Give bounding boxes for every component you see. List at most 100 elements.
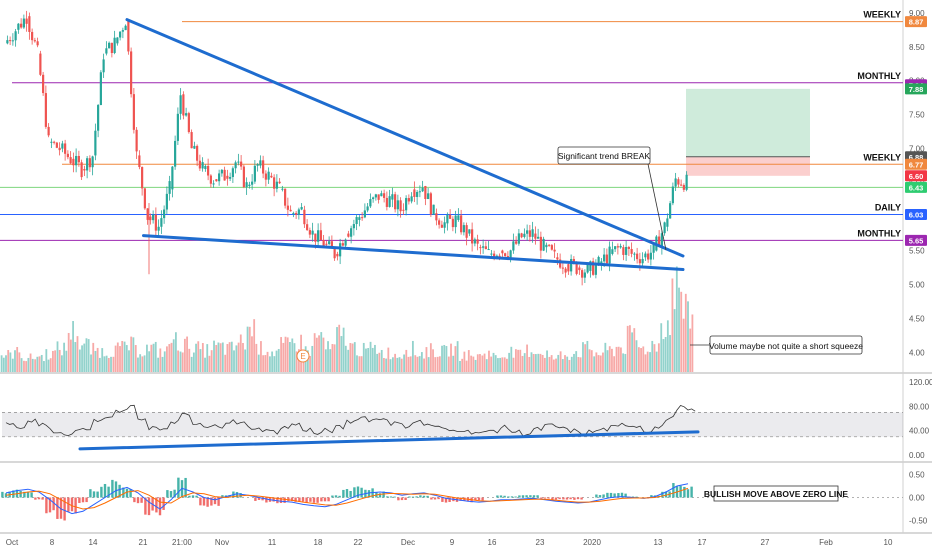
volume-bar — [593, 356, 596, 372]
volume-bar — [215, 345, 218, 372]
time-tick-label: 8 — [50, 538, 55, 547]
candle-body — [108, 42, 111, 49]
candle-body — [465, 225, 468, 238]
volume-bar — [96, 347, 99, 372]
candle-body — [641, 258, 644, 264]
volume-bar — [434, 357, 437, 372]
volume-bar — [416, 356, 419, 372]
volume-bar — [447, 356, 450, 372]
earnings-marker-label: E — [300, 352, 305, 361]
candle-body — [130, 51, 133, 95]
candle-body — [539, 236, 542, 251]
volume-bar — [575, 351, 578, 372]
candle-body — [64, 143, 67, 154]
macd-histogram-bar — [606, 492, 609, 498]
volume-bar — [132, 337, 135, 372]
volume-bar — [29, 353, 32, 372]
volume-bar — [40, 354, 43, 372]
volume-bar — [284, 336, 287, 372]
macd-histogram-bar — [188, 495, 191, 498]
volume-bar — [378, 352, 381, 372]
level-label: MONTHLY — [857, 71, 901, 81]
macd-histogram-bar — [342, 489, 345, 498]
candle-body — [300, 207, 303, 210]
candle-body — [424, 186, 427, 200]
volume-bar — [517, 349, 519, 372]
volume-bar — [573, 353, 575, 372]
macd-histogram-bar — [301, 497, 305, 502]
candle-body — [581, 270, 584, 278]
volume-bar — [689, 328, 692, 372]
candle-body — [141, 167, 144, 189]
volume-bars: E — [0, 266, 694, 372]
volume-bar — [418, 356, 421, 372]
candle-body — [658, 236, 661, 247]
candle-body — [143, 188, 146, 209]
volume-bar — [599, 355, 602, 372]
candle-body — [116, 37, 119, 44]
level-lines: WEEKLY MONTHLY WEEKLY DAILY MONTHLY — [0, 10, 903, 241]
candle-body — [127, 19, 130, 52]
volume-bar — [488, 350, 490, 372]
macd-histogram-bar — [195, 495, 198, 498]
price-label-badge — [905, 170, 927, 182]
macd-histogram-bar — [617, 493, 620, 498]
candle-body — [201, 162, 204, 169]
volume-bar — [465, 360, 468, 372]
macd-histogram-bar — [679, 485, 682, 498]
candle-body — [311, 230, 314, 235]
rsi-band — [2, 412, 903, 437]
volume-bar — [481, 355, 484, 372]
macd-histogram-bar — [184, 477, 187, 498]
candle-body — [289, 209, 292, 212]
volume-bar — [128, 350, 130, 372]
volume-bar — [501, 357, 504, 372]
macd-histogram-bar — [609, 492, 613, 498]
volume-bar — [666, 320, 669, 372]
candle-body — [405, 198, 408, 211]
macd-histogram-bar — [327, 497, 330, 502]
volume-bar — [175, 332, 177, 372]
volume-bar — [65, 350, 68, 372]
candle-body — [306, 224, 309, 231]
candle-body — [86, 158, 89, 171]
volume-bar — [552, 359, 555, 372]
candle-body — [644, 253, 647, 258]
candle-body — [594, 264, 597, 275]
time-tick-label: Nov — [215, 538, 229, 547]
volume-bar — [555, 358, 557, 372]
candle-body — [124, 25, 127, 31]
candle-body — [583, 272, 586, 278]
macd-histogram-bar — [408, 496, 411, 498]
volume-bar — [662, 339, 665, 372]
volume-bar — [510, 346, 513, 372]
macd-histogram-bar — [499, 495, 503, 498]
macd-histogram-bar — [162, 497, 165, 510]
volume-bar — [327, 341, 329, 372]
rsi-tick-label: 0.00 — [909, 451, 925, 460]
candle-body — [218, 173, 221, 182]
macd-histogram-bar — [177, 477, 180, 498]
macd-histogram-bar — [672, 483, 675, 498]
volume-bar — [201, 343, 204, 372]
volume-bar — [2, 357, 5, 372]
pane-separators — [0, 0, 932, 534]
candle-body — [99, 72, 102, 106]
volume-bar — [125, 345, 128, 372]
candle-body — [396, 200, 399, 210]
rsi-line — [5, 404, 696, 437]
volume-bar — [146, 344, 148, 372]
candle-body — [292, 212, 295, 214]
volume-bar — [411, 340, 414, 372]
volume-bar — [409, 356, 412, 372]
volume-bar — [684, 293, 687, 372]
volume-bar — [561, 359, 564, 372]
macd-histogram-bar — [433, 497, 437, 500]
volume-bar — [671, 278, 674, 372]
volume-bar — [224, 354, 227, 372]
candle-body — [416, 191, 419, 197]
volume-bar — [385, 358, 388, 372]
candle-body — [234, 162, 237, 169]
macd-histogram-bar — [514, 496, 517, 498]
